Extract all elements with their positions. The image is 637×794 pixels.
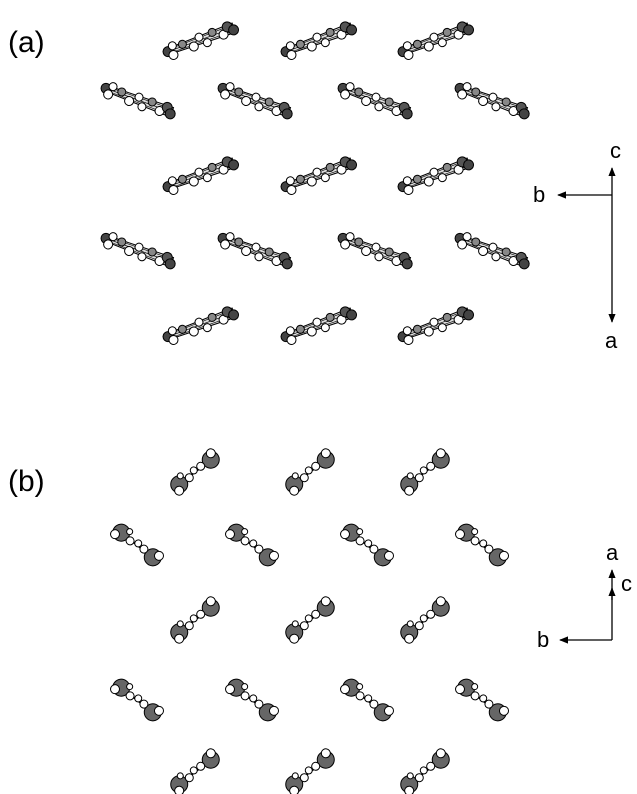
axes-a: c b a [533, 138, 621, 353]
panel-label: (a) [8, 26, 45, 59]
molecule [396, 304, 476, 347]
figure: (a) (b) c b a a c b [0, 0, 637, 794]
molecule [452, 229, 532, 272]
molecule [335, 229, 415, 272]
molecule [282, 747, 339, 794]
molecule [224, 520, 281, 570]
molecule [282, 447, 339, 497]
molecule [167, 595, 224, 645]
molecule [109, 675, 166, 725]
axis-label: c [621, 571, 632, 596]
molecule [397, 595, 454, 645]
axis-label: b [533, 182, 545, 207]
molecule [397, 747, 454, 794]
molecule [279, 19, 359, 62]
molecule [215, 79, 295, 122]
molecule [396, 154, 476, 197]
molecule [335, 79, 415, 122]
molecule [282, 595, 339, 645]
axis-label: b [537, 627, 549, 652]
page: (a) (b) c b a a c b (() => { const data … [0, 0, 637, 794]
molecule [167, 747, 224, 794]
molecule [109, 520, 166, 570]
molecule [454, 675, 511, 725]
molecule [161, 19, 241, 62]
panel-label: (b) [8, 465, 45, 498]
molecule [454, 520, 511, 570]
axis-label: a [606, 540, 619, 565]
molecule [339, 520, 396, 570]
molecule [279, 304, 359, 347]
molecule [279, 154, 359, 197]
molecule [98, 79, 178, 122]
axes-b: a c b [537, 540, 632, 652]
molecule [224, 675, 281, 725]
molecule [167, 447, 224, 497]
molecule [452, 79, 532, 122]
axis-label: c [610, 138, 621, 163]
molecule [98, 229, 178, 272]
axis-label: a [605, 328, 618, 353]
molecule [339, 675, 396, 725]
molecule [397, 447, 454, 497]
molecule [161, 154, 241, 197]
molecule [396, 19, 476, 62]
molecule [215, 229, 295, 272]
molecule [161, 304, 241, 347]
